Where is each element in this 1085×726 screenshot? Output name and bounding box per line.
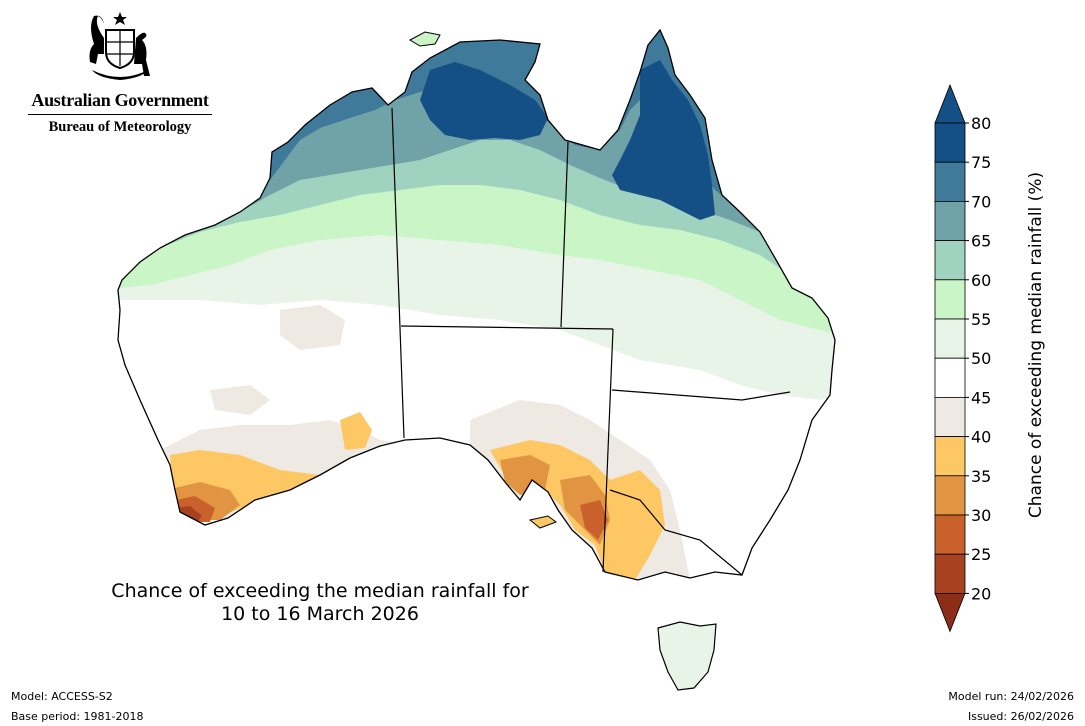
colorbar-swatch-45-50 [934,357,966,398]
colorbar-swatches [934,83,966,633]
colorbar-tick-label: 65 [971,232,991,251]
agency-logo: Australian Government Bureau of Meteorol… [20,8,220,136]
coat-of-arms-icon [89,12,150,80]
model-run-date: Model run: 24/02/2026 [948,690,1074,703]
colorbar: 80 75 70 65 60 55 50 45 40 35 30 25 20 Chance of exc… [934,83,1046,633]
colorbar-tick-label: 50 [971,349,991,368]
colorbar-swatch-below-20 [934,593,966,633]
colorbar-swatch-70-75 [934,161,966,202]
colorbar-tick-label: 25 [971,545,991,564]
tasmania [657,621,717,691]
colorbar-tick-label: 70 [971,192,991,211]
base-period: Base period: 1981-2018 [11,710,144,723]
rainfall-map [117,28,836,691]
colorbar-tick-label: 40 [971,428,991,447]
colorbar-swatch-50-55 [934,318,966,359]
colorbar-label: Chance of exceeding median rainfall (%) [1026,172,1046,518]
model-name: Model: ACCESS-S2 [11,690,113,703]
colorbar-swatch-30-35 [934,475,966,516]
agency-name: Bureau of Meteorology [48,119,192,135]
colorbar-swatch-60-65 [934,240,966,281]
colorbar-swatch-above-80 [934,83,966,124]
kangaroo-island [528,515,558,529]
colorbar-tick-label: 80 [971,114,991,133]
colorbar-swatch-35-40 [934,436,966,477]
map-title: Chance of exceeding the median rainfall … [60,580,580,626]
state-borders [391,107,791,576]
map-title-line1: Chance of exceeding the median rainfall … [111,580,529,602]
colorbar-swatch-20-25 [934,553,966,594]
colorbar-swatch-40-45 [934,396,966,437]
rainfall-probability-field [118,30,835,580]
colorbar-swatch-75-80 [934,122,966,163]
colorbar-tick-label: 45 [971,388,991,407]
colorbar-ticks: 80 75 70 65 60 55 50 45 40 35 30 25 20 [965,114,991,603]
colorbar-swatch-65-70 [934,201,966,242]
government-name: Australian Government [28,90,212,115]
colorbar-tick-label: 35 [971,467,991,486]
colorbar-swatch-55-60 [934,279,966,320]
colorbar-tick-label: 75 [971,153,991,172]
colorbar-tick-label: 20 [971,584,991,603]
colorbar-swatch-25-30 [934,514,966,555]
colorbar-tick-label: 55 [971,310,991,329]
tiwi-islands [408,31,441,47]
map-title-line2: 10 to 16 March 2026 [221,603,419,625]
issued-date: Issued: 26/02/2026 [967,710,1074,723]
colorbar-tick-label: 60 [971,271,991,290]
coastline [117,28,836,581]
colorbar-tick-label: 30 [971,506,991,525]
